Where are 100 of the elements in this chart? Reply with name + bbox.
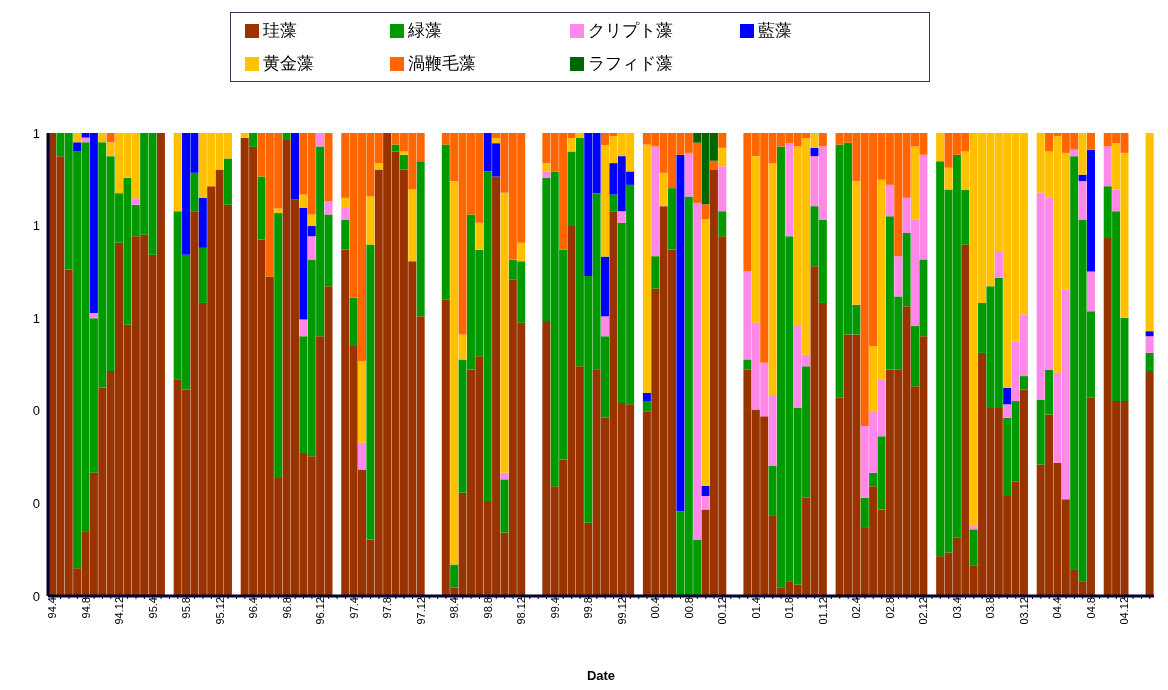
x-tick-label: 99.8	[582, 597, 595, 619]
bar	[642, 144, 651, 393]
bar	[1078, 133, 1087, 175]
x-tick-label: 04.8	[1084, 597, 1097, 619]
x-tick-label: 95.4	[146, 597, 159, 619]
bar	[358, 361, 367, 443]
bar	[441, 144, 450, 300]
bar	[575, 133, 584, 139]
x-tick-label: 00.4	[649, 597, 662, 619]
bar	[601, 256, 609, 317]
x-tick-label: 97.12	[414, 597, 427, 625]
x-tick-label: 95.8	[180, 597, 193, 619]
bar	[994, 251, 1003, 278]
bar	[885, 184, 894, 217]
bar	[399, 154, 408, 170]
bar	[651, 146, 660, 257]
bar	[366, 244, 375, 540]
x-tick-label: 02.4	[850, 597, 863, 619]
bar	[542, 171, 551, 178]
bar	[500, 479, 509, 533]
bar	[274, 213, 283, 478]
bar	[307, 236, 316, 260]
bar	[131, 198, 140, 205]
bar	[307, 214, 316, 227]
x-tick-label: 95.12	[213, 597, 226, 625]
x-tick-label: 98.4	[448, 597, 461, 619]
bar	[1078, 181, 1087, 220]
bar	[198, 197, 207, 248]
bar	[684, 152, 693, 197]
bar	[642, 401, 651, 412]
x-axis-title: Date	[586, 668, 616, 683]
bar	[701, 485, 710, 496]
bar	[341, 208, 350, 220]
bar	[1145, 370, 1154, 596]
x-tick-label: 96.4	[247, 597, 260, 619]
bar	[609, 194, 618, 212]
bar	[785, 143, 794, 237]
x-tick-label: 00.8	[682, 597, 695, 619]
x-tick-label: 94.8	[79, 597, 92, 619]
x-tick-label: 03.4	[950, 597, 963, 619]
bar	[223, 158, 232, 205]
x-tick-label: 96.12	[314, 597, 327, 625]
x-tick-label: 98.8	[481, 597, 494, 619]
bar	[718, 147, 727, 167]
bar	[492, 138, 501, 144]
x-tick-label: 03.8	[984, 597, 997, 619]
bar	[450, 564, 459, 588]
x-tick-label: 96.8	[280, 597, 293, 619]
bar	[299, 194, 308, 209]
bar	[1003, 404, 1012, 418]
x-tick-label: 99.4	[548, 597, 561, 619]
bar	[98, 133, 107, 143]
bar	[860, 497, 869, 528]
bar	[1112, 189, 1121, 212]
bar	[198, 247, 207, 303]
x-tick-label: 97.4	[347, 597, 360, 619]
x-tick-label: 04.4	[1051, 597, 1064, 619]
bar	[517, 242, 526, 262]
bar	[299, 319, 308, 337]
y-tick-label: 0	[32, 588, 40, 604]
x-tick-label: 00.12	[716, 597, 729, 625]
bar	[969, 529, 978, 566]
bar	[542, 163, 551, 172]
bar	[408, 189, 417, 262]
legend-label: 黄金藻	[263, 53, 314, 75]
bar	[818, 133, 827, 147]
y-tick-label: 1	[32, 125, 40, 141]
legend-label: クリプト藻	[588, 20, 673, 42]
bar	[399, 151, 408, 155]
bar	[676, 154, 685, 512]
bar	[349, 297, 358, 346]
bar	[73, 142, 82, 152]
bar	[290, 133, 299, 200]
bar	[173, 133, 182, 212]
x-tick-label: 97.8	[381, 597, 394, 619]
bar	[1070, 149, 1079, 157]
bar	[500, 192, 509, 473]
bar	[617, 211, 626, 223]
bar	[374, 163, 383, 170]
bar	[852, 181, 861, 305]
bar	[969, 526, 978, 530]
bar	[240, 133, 249, 138]
bar	[936, 133, 945, 162]
x-tick-label: 98.12	[515, 597, 528, 625]
bar	[106, 133, 115, 143]
bar	[324, 133, 333, 202]
bar	[475, 222, 484, 250]
bar	[718, 211, 727, 237]
bar	[1145, 352, 1154, 371]
bar	[274, 208, 283, 214]
x-tick-label: 02.12	[917, 597, 930, 625]
legend-label: ラフィド藻	[588, 53, 673, 75]
bar	[1003, 387, 1012, 405]
bar	[324, 201, 333, 215]
bar	[341, 197, 350, 209]
bar	[642, 392, 651, 402]
legend-label: 渦鞭毛藻	[408, 53, 476, 75]
bar	[701, 204, 710, 220]
legend-label: 緑藻	[408, 20, 442, 42]
bar	[911, 146, 920, 220]
